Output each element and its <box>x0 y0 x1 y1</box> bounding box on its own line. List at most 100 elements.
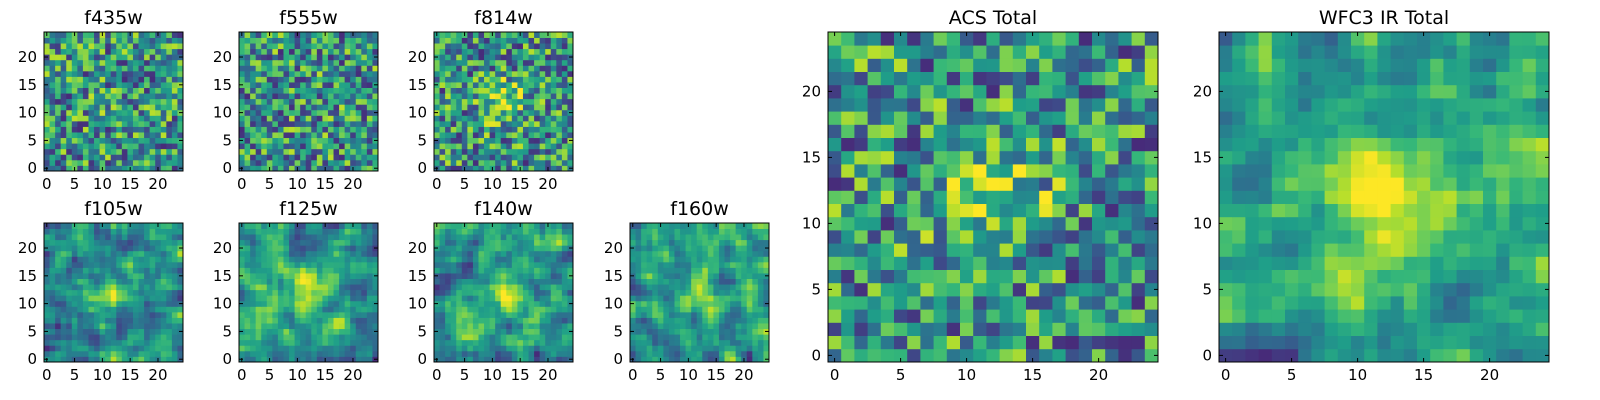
heatmap-cell <box>528 223 535 229</box>
heatmap-cell <box>127 70 134 77</box>
heatmap-cell <box>635 339 642 346</box>
heatmap-cell <box>495 334 502 341</box>
heatmap-cell <box>44 148 50 155</box>
heatmap-cell <box>1144 282 1159 297</box>
heatmap-cell <box>489 159 496 166</box>
heatmap-cell <box>311 109 318 116</box>
heatmap-cell <box>350 76 357 83</box>
heatmap-cell <box>44 311 50 318</box>
heatmap-cell <box>250 278 257 285</box>
heatmap-cell <box>261 59 268 66</box>
heatmap-cell <box>311 317 318 324</box>
heatmap-cell <box>1105 348 1119 363</box>
heatmap-cell <box>680 345 686 352</box>
heatmap-cell <box>489 120 496 127</box>
heatmap-cell <box>350 328 357 335</box>
heatmap-cell <box>327 37 334 44</box>
heatmap-cell <box>635 234 642 241</box>
heatmap-cell <box>763 228 770 235</box>
heatmap-cell <box>155 48 162 55</box>
heatmap-cell <box>305 143 312 150</box>
heatmap-cell <box>445 32 452 38</box>
heatmap-cell <box>757 356 764 363</box>
heatmap-cell <box>339 356 346 363</box>
heatmap-cell <box>506 250 513 257</box>
heatmap-cell <box>735 250 742 257</box>
heatmap-cell <box>266 273 273 279</box>
heatmap-cell <box>333 159 340 166</box>
heatmap-cell <box>668 228 675 235</box>
heatmap-cell <box>500 323 507 330</box>
heatmap-cell <box>439 109 446 116</box>
heatmap-cell <box>556 306 563 313</box>
heatmap-cell <box>657 273 664 279</box>
heatmap-cells <box>434 223 574 363</box>
heatmap-cell <box>300 356 307 363</box>
heatmap-cell <box>344 109 351 116</box>
heatmap-cell <box>266 284 273 291</box>
heatmap-cell <box>311 295 318 302</box>
heatmap-cell <box>66 82 73 88</box>
heatmap-cell <box>556 104 563 111</box>
heatmap-cell <box>60 87 67 94</box>
heatmap-cell <box>350 120 357 127</box>
heatmap-cell <box>550 311 557 318</box>
heatmap-cell <box>439 70 446 77</box>
heatmap-cell <box>350 70 357 77</box>
heatmap-cell <box>160 239 167 246</box>
heatmap-cell <box>171 223 178 229</box>
heatmap-cell <box>500 132 507 139</box>
heatmap-cell <box>506 115 513 122</box>
heatmap-cell <box>166 278 173 285</box>
heatmap-cell <box>144 273 151 279</box>
heatmap-cell <box>561 82 568 88</box>
heatmap-cell <box>311 154 318 161</box>
heatmap-cell <box>735 261 742 268</box>
heatmap-cell <box>718 239 725 246</box>
heatmap-cell <box>1131 203 1146 218</box>
heatmap-cell <box>495 87 502 94</box>
y-tick-label: 10 <box>604 295 623 313</box>
heatmap-cell <box>696 334 703 341</box>
heatmap-cell <box>484 311 490 318</box>
heatmap-cell <box>171 159 178 166</box>
heatmap-cell <box>484 323 490 330</box>
heatmap-cell <box>986 190 1000 204</box>
heatmap-cell <box>702 228 709 235</box>
heatmap-cell <box>674 311 681 318</box>
heatmap-cell <box>261 300 268 307</box>
heatmap-cell <box>250 234 257 241</box>
heatmap-cell <box>171 54 178 61</box>
heatmap-cell <box>160 65 167 72</box>
heatmap-cell <box>160 323 167 330</box>
heatmap-cell <box>55 76 62 83</box>
heatmap-cell <box>250 37 257 44</box>
heatmap-cell <box>478 87 485 94</box>
heatmap-cell <box>545 126 552 133</box>
heatmap-cell <box>344 98 351 105</box>
heatmap-cell <box>702 261 709 268</box>
heatmap-cell <box>478 70 485 77</box>
heatmap-cell <box>110 223 117 229</box>
heatmap-cell <box>999 335 1014 350</box>
heatmap-cell <box>311 115 318 122</box>
heatmap-cell <box>635 317 642 324</box>
heatmap-cell <box>294 239 301 246</box>
heatmap-cell <box>49 43 56 50</box>
heatmap-cell <box>361 228 368 235</box>
heatmap-cell <box>255 32 262 38</box>
heatmap-cell <box>763 234 770 241</box>
heatmap-cell <box>646 300 653 307</box>
heatmap-cell <box>138 132 145 139</box>
heatmap-cell <box>652 323 659 330</box>
heatmap-cell <box>255 256 262 263</box>
heatmap-cell <box>528 54 535 61</box>
heatmap-cell <box>517 345 524 352</box>
heatmap-cell <box>522 256 529 263</box>
heatmap-cell <box>60 261 67 268</box>
heatmap-cell <box>450 306 457 313</box>
heatmap-cell <box>696 284 703 291</box>
heatmap-cell <box>94 76 100 83</box>
heatmap-cell <box>735 256 742 263</box>
heatmap-cell <box>522 159 529 166</box>
